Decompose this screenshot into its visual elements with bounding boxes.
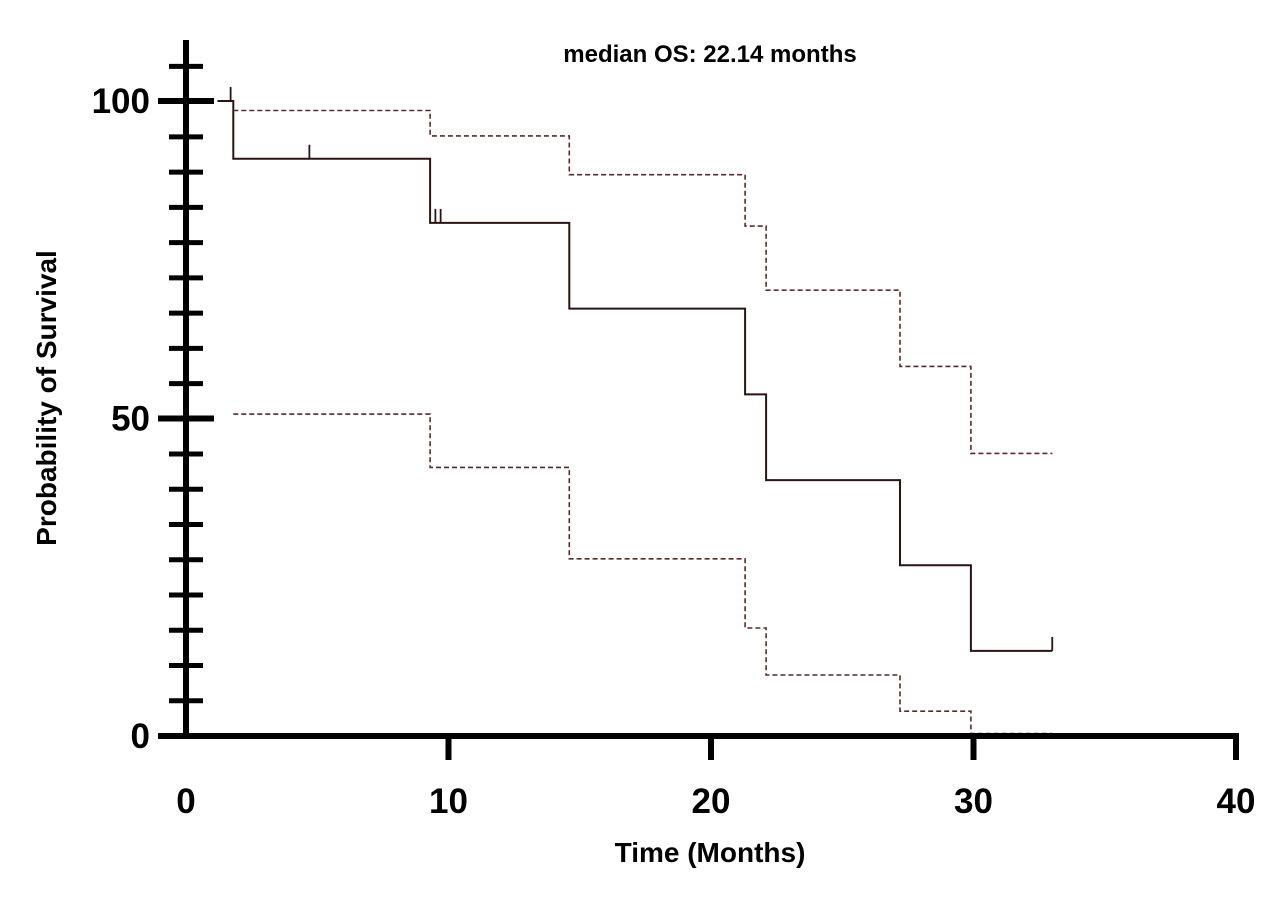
y-tick-label: 50: [111, 400, 150, 439]
upper-confidence-bound-line: [233, 109, 1053, 455]
y-tick-label: 100: [92, 82, 150, 121]
survival-estimate-line: [217, 100, 1053, 652]
y-tick-label: 0: [131, 717, 150, 756]
y-axis-title: Probability of Survival: [31, 250, 62, 546]
tick-labels-layer: 0 50 100 0 10 20 30 40: [92, 82, 1256, 821]
x-tick-label: 20: [692, 782, 731, 821]
x-tick-label: 40: [1217, 782, 1256, 821]
x-axis-title: Time (Months): [615, 837, 806, 868]
series-layer: [217, 87, 1054, 735]
x-tick-label: 10: [429, 782, 468, 821]
x-tick-label: 30: [954, 782, 993, 821]
lower-confidence-bound-line: [233, 413, 1053, 735]
axes-layer: [158, 40, 1239, 760]
x-tick-label: 0: [176, 782, 195, 821]
median-os-annotation: median OS: 22.14 months: [563, 41, 856, 68]
